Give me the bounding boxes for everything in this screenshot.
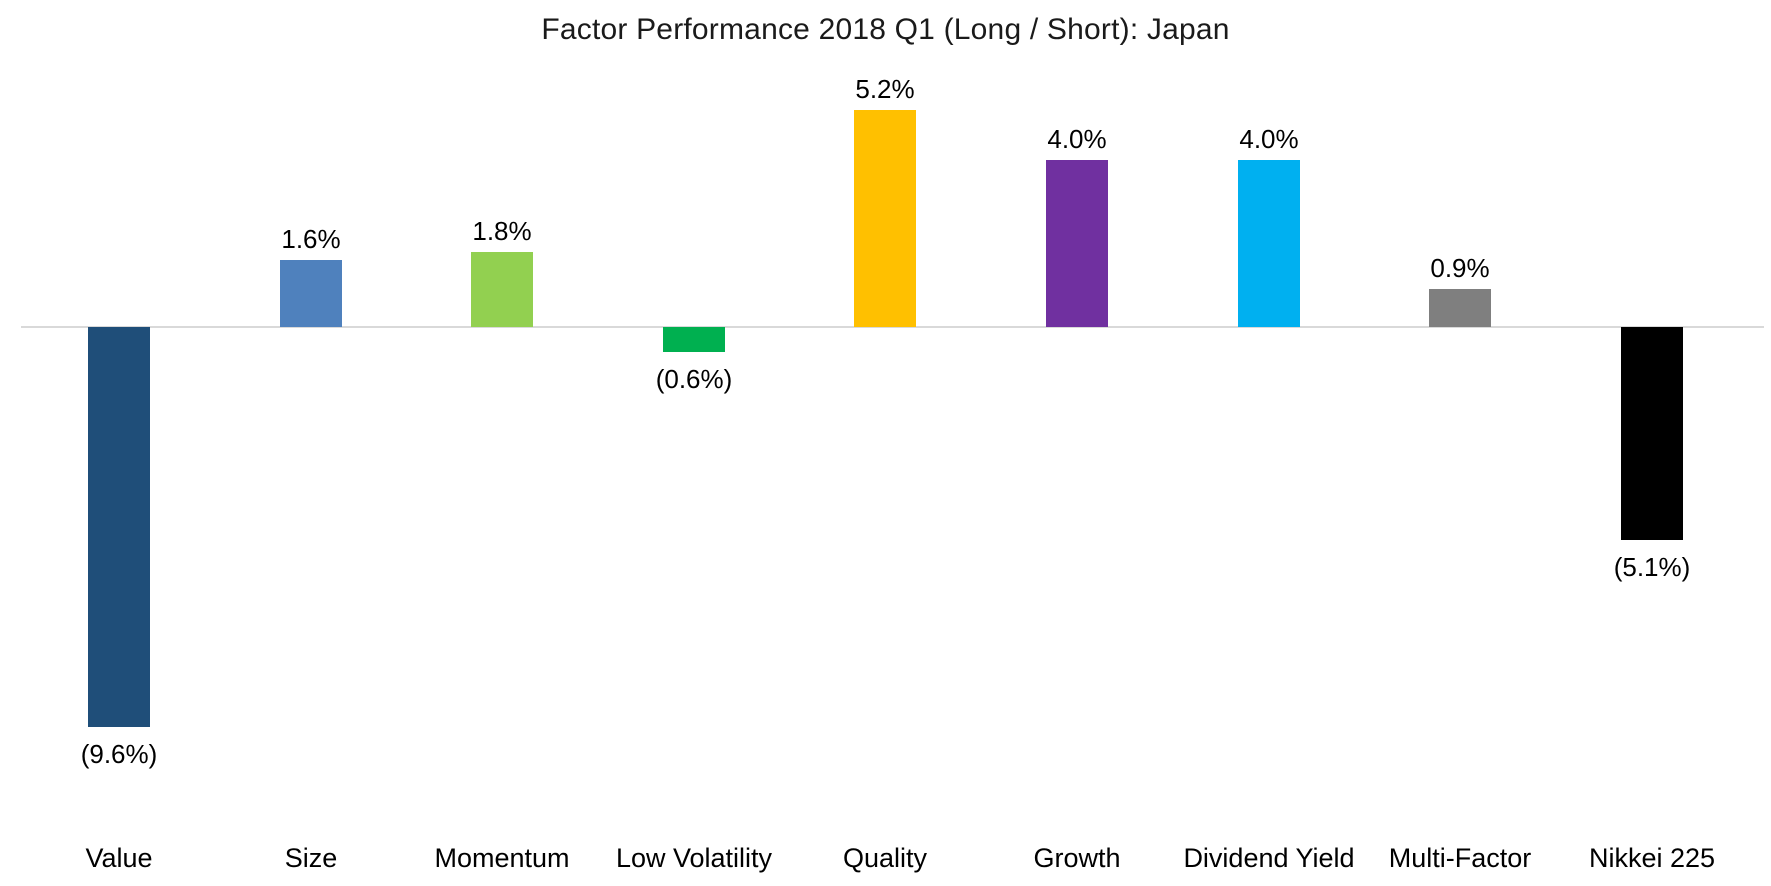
bar-momentum bbox=[471, 252, 533, 327]
bar-size bbox=[280, 260, 342, 327]
bar-value-label: (5.1%) bbox=[1613, 552, 1691, 582]
bar-value-label: 5.2% bbox=[855, 74, 915, 104]
bar-value-label: (9.6%) bbox=[80, 739, 158, 769]
bar-value-label: 0.9% bbox=[1430, 253, 1490, 283]
bar-multi-factor bbox=[1429, 289, 1491, 327]
bar-value-label: 4.0% bbox=[1047, 124, 1107, 154]
bar-value bbox=[88, 327, 150, 727]
category-label: Low Volatility bbox=[615, 843, 773, 873]
category-label: Multi-Factor bbox=[1388, 843, 1532, 873]
category-label: Value bbox=[85, 843, 153, 873]
bar-value-label: 4.0% bbox=[1239, 124, 1299, 154]
bar-value-label: 1.6% bbox=[281, 224, 341, 254]
bar-quality bbox=[854, 110, 916, 327]
bar-growth bbox=[1046, 160, 1108, 327]
bar-low-volatility bbox=[663, 327, 725, 352]
category-label: Nikkei 225 bbox=[1588, 843, 1716, 873]
bar-nikkei-225 bbox=[1621, 327, 1683, 540]
bar-dividend-yield bbox=[1238, 160, 1300, 327]
chart-title: Factor Performance 2018 Q1 (Long / Short… bbox=[541, 13, 1230, 46]
category-label: Dividend Yield bbox=[1183, 843, 1355, 873]
category-label: Quality bbox=[842, 843, 928, 873]
category-label: Momentum bbox=[434, 843, 570, 873]
category-label: Size bbox=[284, 843, 338, 873]
bar-value-label: (0.6%) bbox=[655, 364, 733, 394]
category-label: Growth bbox=[1033, 843, 1121, 873]
zero-axis-line bbox=[21, 326, 1764, 328]
bar-value-label: 1.8% bbox=[472, 216, 532, 246]
